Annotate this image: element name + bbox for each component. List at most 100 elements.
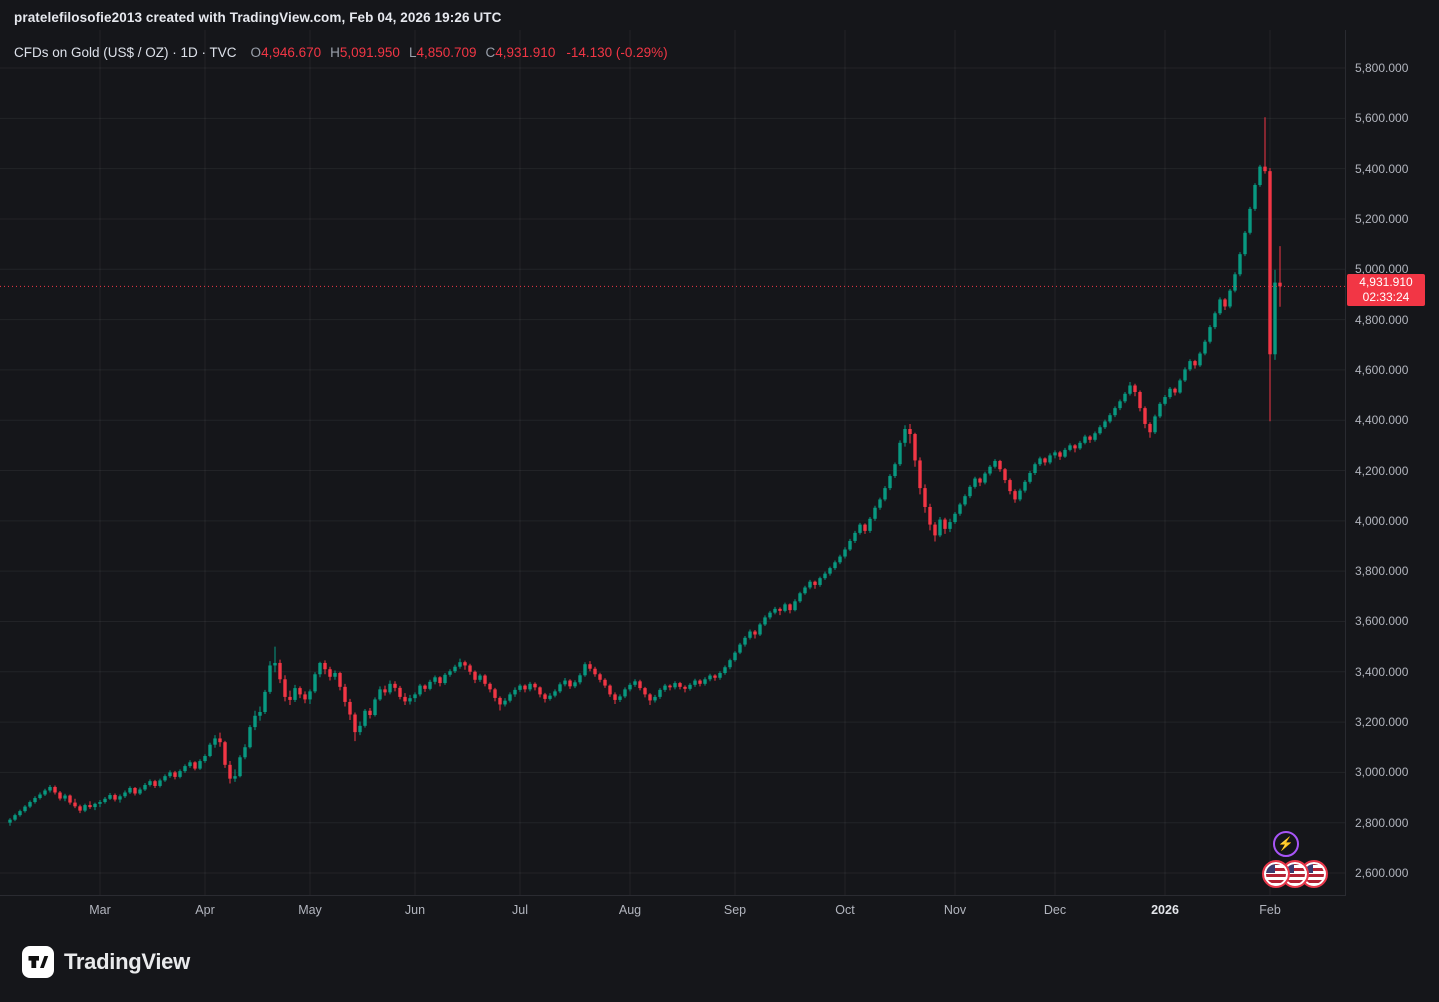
- candle: [1263, 117, 1267, 174]
- candle: [1218, 297, 1222, 316]
- candle: [503, 698, 507, 707]
- candle: [858, 522, 862, 535]
- candle: [1223, 298, 1227, 311]
- price-tick-label: 2,800.000: [1355, 815, 1409, 830]
- candle: [398, 685, 402, 700]
- candle: [118, 794, 122, 803]
- candle: [723, 665, 727, 675]
- candle: [33, 796, 37, 804]
- candle: [143, 782, 147, 791]
- candle: [698, 679, 702, 687]
- candle: [1233, 272, 1237, 293]
- candle: [598, 672, 602, 683]
- candle: [563, 678, 567, 687]
- candle: [768, 610, 772, 620]
- time-axis[interactable]: Mar Apr May Jun Jul Aug Sep Oct Nov Dec 2026 Feb: [0, 895, 1346, 928]
- bolt-glyph: ⚡: [1277, 836, 1295, 851]
- candle: [638, 679, 642, 691]
- candle: [1178, 378, 1182, 394]
- candle: [718, 671, 722, 680]
- candle: [743, 636, 747, 647]
- price-tick-label: 5,000.000: [1355, 262, 1409, 277]
- time-tick-label: Jul: [512, 903, 528, 917]
- time-tick-label: Aug: [618, 903, 642, 917]
- flag-coins-icon[interactable]: [1262, 860, 1328, 888]
- chart-pane[interactable]: CFDs on Gold (US$ / OZ) · 1D · TVC O4,94…: [0, 30, 1345, 895]
- candle: [993, 459, 997, 469]
- candle: [88, 801, 92, 809]
- price-axis[interactable]: 4,931.910 02:33:24 5,800.000 5,600.000 5,4…: [1345, 30, 1439, 895]
- tradingview-logo[interactable]: TradingView: [22, 946, 190, 978]
- lightning-icon[interactable]: ⚡: [1273, 831, 1299, 857]
- candle: [1228, 288, 1232, 309]
- candle: [13, 813, 17, 822]
- candle: [1183, 367, 1187, 382]
- time-tick-label: Apr: [195, 903, 215, 917]
- candle: [608, 684, 612, 697]
- candle: [193, 761, 197, 771]
- open-value: O4,946.670: [250, 45, 322, 60]
- candle: [528, 681, 532, 692]
- candle: [363, 708, 367, 728]
- candle: [163, 774, 167, 782]
- price-tick-label: 2,600.000: [1355, 866, 1409, 880]
- candle: [633, 679, 637, 687]
- candle: [888, 474, 892, 491]
- candlestick-chart[interactable]: [0, 30, 1345, 895]
- candle: [383, 685, 387, 696]
- candle: [823, 571, 827, 580]
- candle: [963, 494, 967, 507]
- time-tick-label: Nov: [943, 903, 967, 917]
- candle: [793, 599, 797, 612]
- candle: [538, 686, 542, 698]
- price-tick-label: 3,200.000: [1355, 715, 1409, 730]
- candle: [518, 683, 522, 692]
- candle: [1153, 414, 1157, 435]
- candle: [188, 760, 192, 768]
- candle: [913, 432, 917, 467]
- candle: [508, 692, 512, 703]
- candle: [453, 664, 457, 674]
- candle: [178, 769, 182, 779]
- candle: [243, 744, 247, 760]
- candle: [1258, 164, 1262, 187]
- candle: [763, 615, 767, 626]
- candle: [223, 740, 227, 768]
- price-tick-label: 4,800.000: [1355, 312, 1409, 327]
- candle: [198, 759, 202, 770]
- candle: [738, 642, 742, 655]
- candle: [1053, 450, 1057, 459]
- candle: [1203, 339, 1207, 356]
- countdown-label: 02:33:24: [1362, 290, 1410, 305]
- candle: [328, 666, 332, 681]
- time-tick-label: Mar: [89, 903, 111, 917]
- symbol-title[interactable]: CFDs on Gold (US$ / OZ) · 1D · TVC: [14, 45, 237, 60]
- ohlc-values: O4,946.670 H5,091.950 L4,850.709 C4,931.…: [251, 45, 668, 60]
- candle: [68, 794, 72, 805]
- candle: [393, 681, 397, 692]
- candle: [1163, 395, 1167, 406]
- candle: [708, 673, 712, 682]
- last-price-badge: 4,931.910 02:33:24: [1347, 274, 1425, 307]
- candle: [733, 651, 737, 662]
- candle: [238, 755, 242, 778]
- candle: [1003, 467, 1007, 484]
- candle: [828, 566, 832, 576]
- candle: [378, 686, 382, 701]
- close-value: C4,931.910: [485, 45, 556, 60]
- candle: [543, 692, 547, 703]
- candle: [653, 694, 657, 703]
- candle: [293, 684, 297, 702]
- time-tick-label: Feb: [1259, 903, 1281, 917]
- candle: [318, 661, 322, 678]
- time-tick-label: Jun: [404, 903, 426, 917]
- candle: [1188, 359, 1192, 372]
- candle: [813, 580, 817, 589]
- candle: [658, 688, 662, 699]
- candle: [43, 788, 47, 797]
- candle: [1048, 453, 1052, 465]
- candle: [1148, 422, 1152, 438]
- candle: [1143, 406, 1147, 429]
- candle: [878, 497, 882, 510]
